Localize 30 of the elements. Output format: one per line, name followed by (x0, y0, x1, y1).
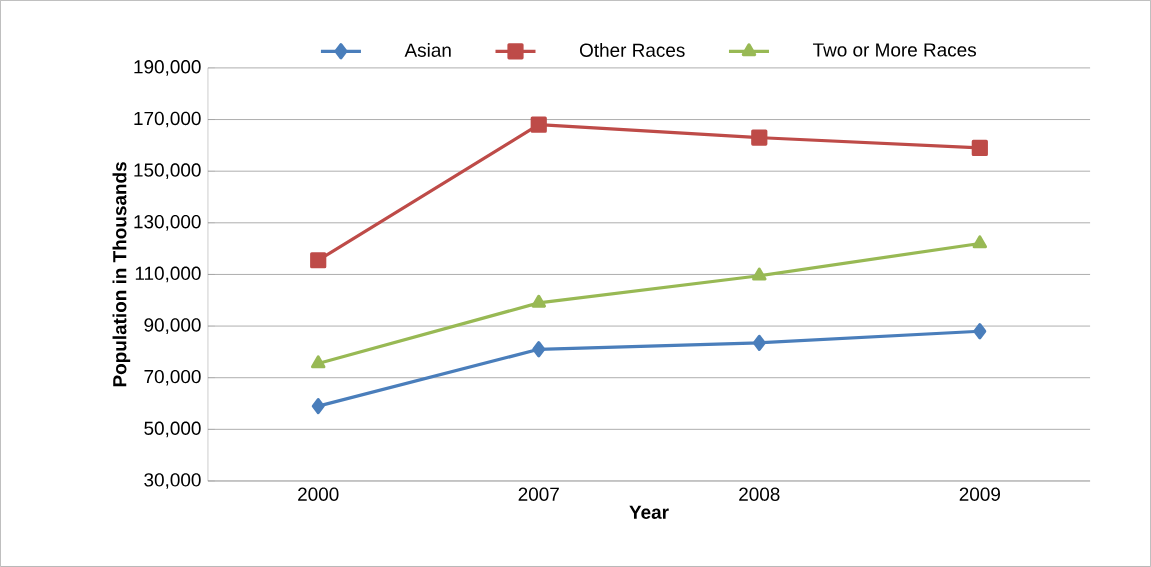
legend-label: Two or More Races (812, 43, 976, 57)
y-tick-label: 150,000 (134, 163, 201, 180)
x-tick-label: 2000 (298, 487, 339, 501)
x-tick-label: 2009 (959, 487, 1000, 501)
point (752, 267, 767, 281)
y-tick-label: 170,000 (134, 111, 201, 128)
point (311, 398, 325, 415)
legend-label: Asian (404, 43, 451, 57)
point (751, 129, 768, 146)
point (310, 355, 326, 369)
point (531, 294, 546, 308)
legend-label: Other Races (579, 43, 685, 57)
y-tick-label: 30,000 (144, 473, 201, 489)
y-tick-label: 190,000 (134, 60, 201, 76)
point (972, 235, 988, 249)
point (752, 334, 766, 351)
point (532, 341, 546, 358)
y-tick-label: 70,000 (144, 369, 201, 386)
y-tick-label: 90,000 (144, 318, 201, 334)
point (530, 116, 547, 133)
point (310, 252, 327, 269)
point (971, 139, 988, 157)
y-axis-title: Population in Thousands (112, 162, 131, 387)
x-tick-label: 2007 (518, 487, 559, 501)
y-tick-label: 110,000 (135, 266, 201, 283)
x-axis-title: Year (629, 505, 669, 519)
point (973, 323, 987, 340)
x-tick-label: 2008 (739, 487, 780, 501)
y-tick-label: 50,000 (144, 421, 201, 438)
y-tick-label: 130,000 (134, 215, 201, 231)
